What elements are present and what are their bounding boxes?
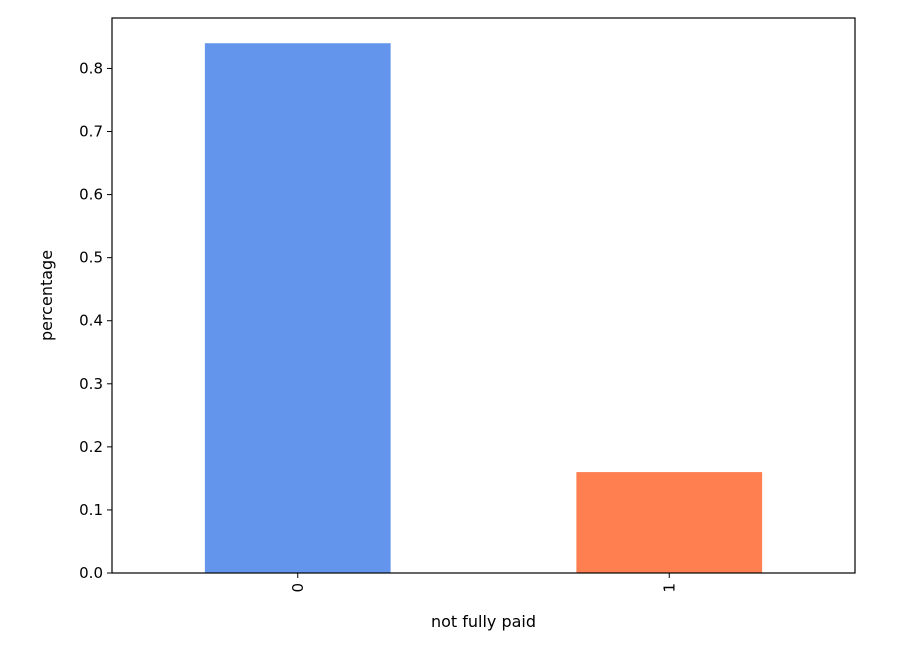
y-tick-label: 0.2: [79, 438, 103, 456]
y-tick-label: 0.3: [79, 375, 103, 393]
x-axis-label: not fully paid: [431, 612, 536, 631]
bars-group: [204, 43, 763, 573]
y-tick-label: 0.8: [79, 59, 103, 77]
y-axis-label: percentage: [37, 250, 56, 341]
x-tick-label: 1: [660, 583, 678, 593]
bar-0: [204, 43, 391, 573]
y-tick-label: 0.4: [79, 312, 103, 330]
y-axis: 0.0 0.1 0.2 0.3 0.4 0.5 0.6 0.7 0.8: [79, 59, 112, 582]
bar-1: [576, 472, 763, 573]
y-tick-label: 0.7: [79, 123, 103, 141]
y-tick-label: 0.0: [79, 564, 103, 582]
y-tick-label: 0.5: [79, 249, 103, 267]
x-tick-label: 0: [289, 583, 307, 593]
y-tick-label: 0.1: [79, 501, 103, 519]
y-tick-label: 0.6: [79, 186, 103, 204]
plot-frame: [111, 17, 856, 574]
